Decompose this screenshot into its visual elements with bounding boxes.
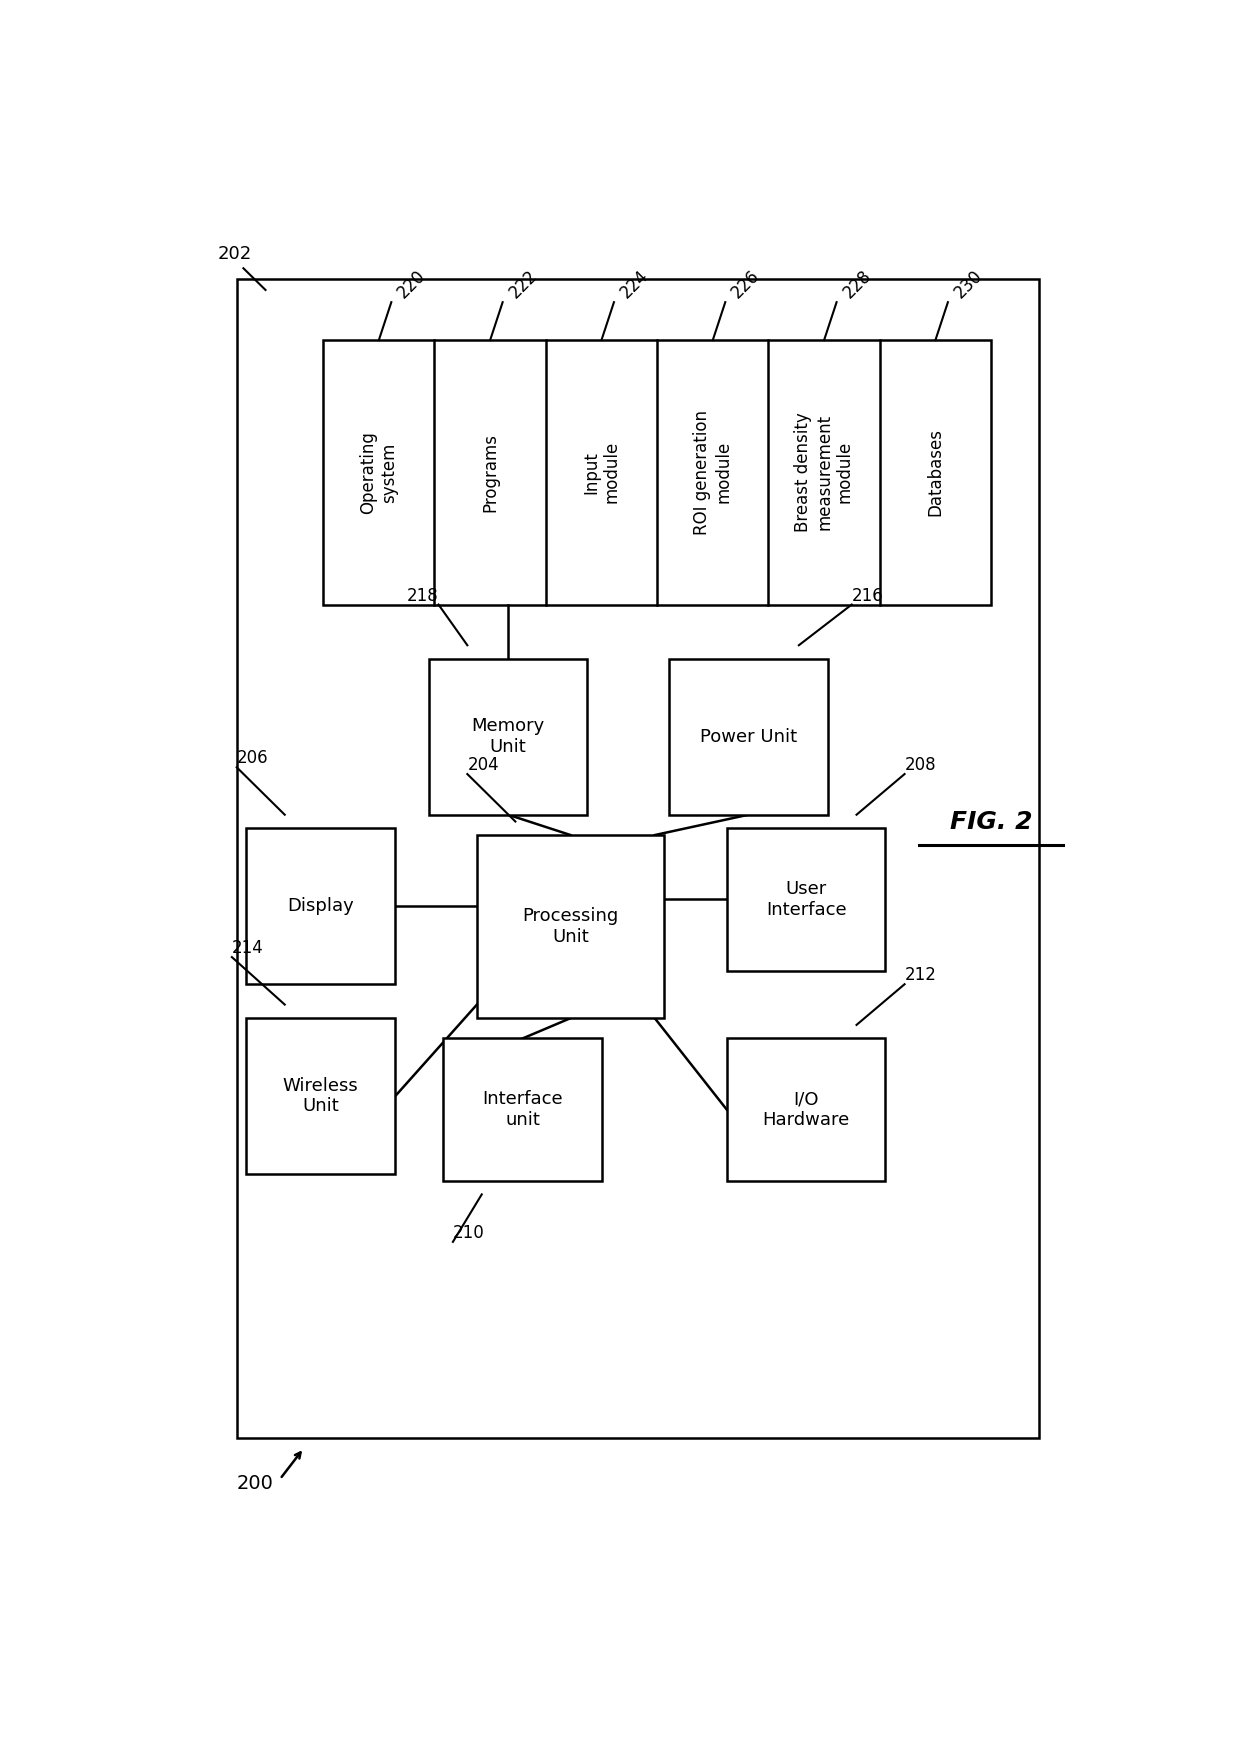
Bar xyxy=(727,1039,885,1182)
Text: 208: 208 xyxy=(905,755,936,775)
Text: Wireless
Unit: Wireless Unit xyxy=(283,1076,358,1115)
Bar xyxy=(429,659,588,815)
Text: Memory
Unit: Memory Unit xyxy=(471,717,544,755)
Text: 228: 228 xyxy=(839,268,874,303)
Text: Interface
unit: Interface unit xyxy=(482,1090,563,1129)
Text: 214: 214 xyxy=(232,939,264,958)
Text: 216: 216 xyxy=(852,586,883,604)
Text: 224: 224 xyxy=(616,268,652,303)
Text: Power Unit: Power Unit xyxy=(699,727,797,745)
Text: 206: 206 xyxy=(237,748,268,768)
Text: Operating
system: Operating system xyxy=(360,431,398,514)
Text: User
Interface: User Interface xyxy=(766,880,847,919)
Text: Breast density
measurement
module: Breast density measurement module xyxy=(795,412,854,532)
Bar xyxy=(247,828,396,984)
Text: Processing
Unit: Processing Unit xyxy=(522,907,619,946)
Text: Input
module: Input module xyxy=(582,442,621,504)
Text: 212: 212 xyxy=(905,967,936,984)
Text: ROI generation
module: ROI generation module xyxy=(693,410,732,535)
Text: 226: 226 xyxy=(728,268,764,303)
Text: I/O
Hardware: I/O Hardware xyxy=(763,1090,849,1129)
Bar xyxy=(727,828,885,970)
Text: 230: 230 xyxy=(951,268,986,303)
Text: 220: 220 xyxy=(394,268,429,303)
Text: 204: 204 xyxy=(467,755,498,775)
Text: Programs: Programs xyxy=(481,433,500,512)
Bar xyxy=(324,340,991,604)
Text: Display: Display xyxy=(288,898,355,916)
Bar xyxy=(670,659,828,815)
Text: 200: 200 xyxy=(237,1474,274,1493)
Text: Databases: Databases xyxy=(926,428,945,516)
Bar xyxy=(237,278,1039,1439)
Bar xyxy=(477,835,665,1018)
Bar xyxy=(247,1018,396,1175)
Bar xyxy=(444,1039,601,1182)
Text: 210: 210 xyxy=(453,1224,485,1242)
Text: FIG. 2: FIG. 2 xyxy=(950,810,1033,833)
Text: 222: 222 xyxy=(506,268,541,303)
Text: 218: 218 xyxy=(407,586,439,604)
Text: 202: 202 xyxy=(217,245,252,262)
